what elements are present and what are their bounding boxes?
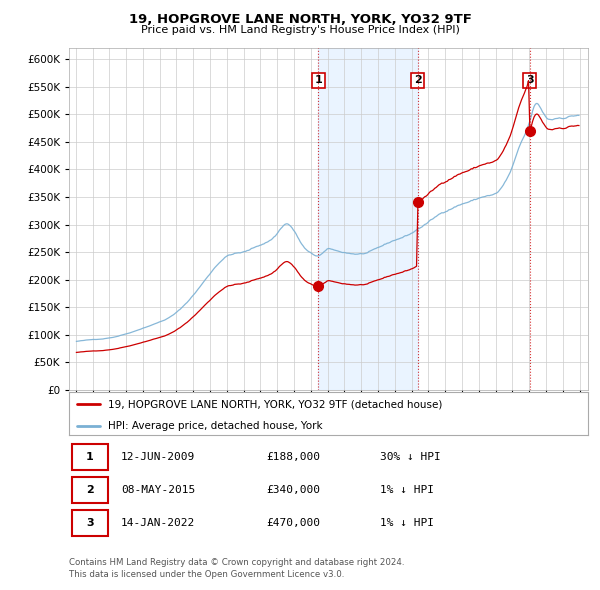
Text: 1: 1 [86, 452, 94, 461]
Text: 08-MAY-2015: 08-MAY-2015 [121, 485, 195, 495]
Text: Price paid vs. HM Land Registry's House Price Index (HPI): Price paid vs. HM Land Registry's House … [140, 25, 460, 35]
Text: 19, HOPGROVE LANE NORTH, YORK, YO32 9TF (detached house): 19, HOPGROVE LANE NORTH, YORK, YO32 9TF … [108, 399, 442, 409]
Text: HPI: Average price, detached house, York: HPI: Average price, detached house, York [108, 421, 323, 431]
Text: 3: 3 [86, 519, 94, 528]
Text: 14-JAN-2022: 14-JAN-2022 [121, 519, 195, 528]
Text: 3: 3 [526, 76, 533, 86]
Text: £340,000: £340,000 [266, 485, 320, 495]
Text: 2: 2 [86, 485, 94, 495]
Text: 12-JUN-2009: 12-JUN-2009 [121, 452, 195, 461]
Bar [318, 48, 418, 390]
Text: 1% ↓ HPI: 1% ↓ HPI [380, 485, 434, 495]
Text: £188,000: £188,000 [266, 452, 320, 461]
FancyBboxPatch shape [71, 477, 108, 503]
Text: 1% ↓ HPI: 1% ↓ HPI [380, 519, 434, 528]
Text: 1: 1 [314, 76, 322, 86]
Text: 19, HOPGROVE LANE NORTH, YORK, YO32 9TF: 19, HOPGROVE LANE NORTH, YORK, YO32 9TF [128, 13, 472, 26]
Text: 30% ↓ HPI: 30% ↓ HPI [380, 452, 441, 461]
Text: 2: 2 [414, 76, 422, 86]
FancyBboxPatch shape [71, 510, 108, 536]
Text: £470,000: £470,000 [266, 519, 320, 528]
Text: Contains HM Land Registry data © Crown copyright and database right 2024.
This d: Contains HM Land Registry data © Crown c… [69, 558, 404, 579]
FancyBboxPatch shape [71, 444, 108, 470]
